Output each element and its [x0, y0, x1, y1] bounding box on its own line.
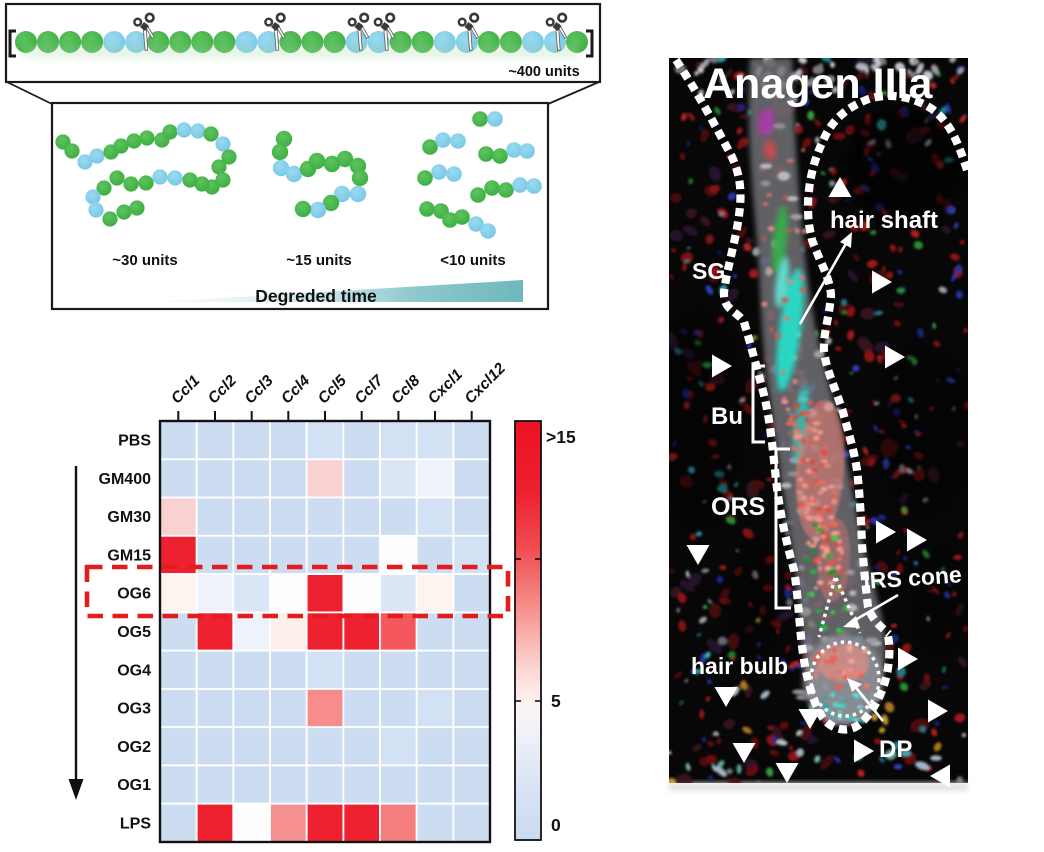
svg-text:<10 units: <10 units	[440, 252, 505, 269]
svg-text:GM400: GM400	[99, 471, 152, 488]
svg-text:OG2: OG2	[117, 739, 151, 756]
svg-text:0: 0	[551, 815, 561, 835]
svg-text:ORS: ORS	[711, 493, 765, 521]
svg-text:~400 units: ~400 units	[508, 64, 579, 80]
svg-text:OG6: OG6	[117, 586, 151, 603]
svg-text:OG5: OG5	[117, 624, 151, 641]
svg-text:~30 units: ~30 units	[112, 252, 177, 269]
svg-text:SG: SG	[692, 258, 725, 284]
svg-text:OG4: OG4	[117, 662, 151, 679]
svg-text:PBS: PBS	[118, 433, 151, 450]
svg-text:5: 5	[551, 691, 561, 711]
svg-text:Degreded time: Degreded time	[255, 286, 377, 306]
svg-text:OG1: OG1	[117, 777, 151, 794]
svg-text:GM30: GM30	[107, 509, 151, 526]
svg-text:hair bulb: hair bulb	[691, 653, 788, 679]
svg-text:>15: >15	[546, 427, 576, 447]
svg-text:Anagen IIIa: Anagen IIIa	[703, 60, 933, 108]
svg-text:LPS: LPS	[120, 815, 151, 832]
svg-text:DP: DP	[879, 736, 912, 763]
svg-text:~15 units: ~15 units	[286, 252, 351, 269]
svg-text:hair shaft: hair shaft	[830, 207, 938, 234]
svg-text:OG3: OG3	[117, 701, 151, 718]
svg-text:Bu: Bu	[711, 403, 743, 430]
svg-text:GM15: GM15	[107, 547, 151, 564]
